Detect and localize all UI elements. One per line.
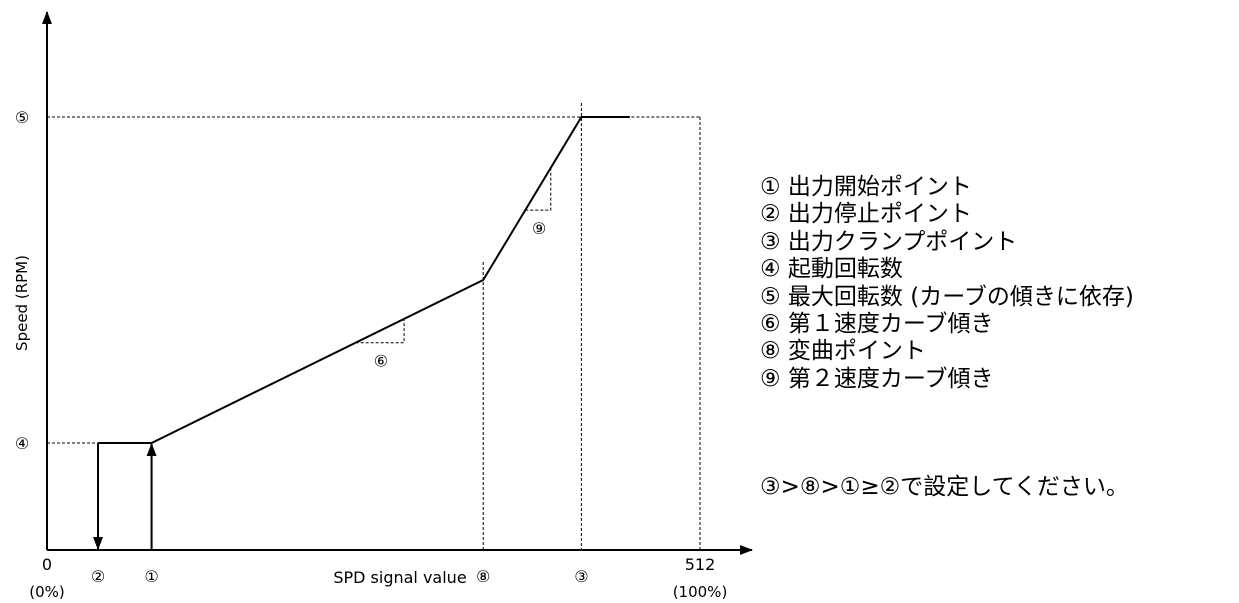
legend-item-2: ② 出力停止ポイント xyxy=(760,201,972,228)
x-tick-label: ⑧ xyxy=(476,567,490,586)
x-tick-label: ③ xyxy=(574,567,588,586)
x-tick-label: 512 xyxy=(685,555,716,574)
legend-item-9: ⑨ 第２速度カーブ傾き xyxy=(760,365,994,392)
legend-item-4: ④ 起動回転数 xyxy=(760,256,903,283)
y-axis-title: Speed (RPM) xyxy=(13,255,31,351)
speed-curve xyxy=(98,116,630,444)
legend-item-8: ⑧ 変曲ポイント xyxy=(760,338,926,365)
y-tick-label: ⑤ xyxy=(15,108,29,127)
slope-label: ⑥ xyxy=(374,352,388,371)
x-tick-label: ② xyxy=(91,567,105,586)
legend-item-1: ① 出力開始ポイント xyxy=(760,174,972,200)
y-tick-label: ④ xyxy=(15,434,29,453)
x-tick-label: ① xyxy=(144,567,158,586)
x-tick-sublabel: (0%) xyxy=(29,583,65,601)
legend-item-3: ③ 出力クランプポイント xyxy=(760,228,1018,255)
legend-item-6: ⑥ 第１速度カーブ傾き xyxy=(760,311,994,338)
legend-item-5: ⑤ 最大回転数 (カーブの傾きに依存) xyxy=(760,283,1134,310)
slope-marker-1 xyxy=(355,318,405,344)
x-tick-label: 0 xyxy=(42,555,52,574)
x-tick-sublabel: (100%) xyxy=(673,583,728,601)
setting-order-note: ③>⑧>①≥②で設定してください。 xyxy=(760,474,1129,500)
x-axis-title: SPD signal value xyxy=(333,568,466,587)
slope-label: ⑨ xyxy=(532,219,546,238)
slope-marker-2 xyxy=(525,167,552,211)
legend: ① 出力開始ポイント ② 出力停止ポイント ③ 出力クランプポイント ④ 起動回… xyxy=(760,174,1134,393)
